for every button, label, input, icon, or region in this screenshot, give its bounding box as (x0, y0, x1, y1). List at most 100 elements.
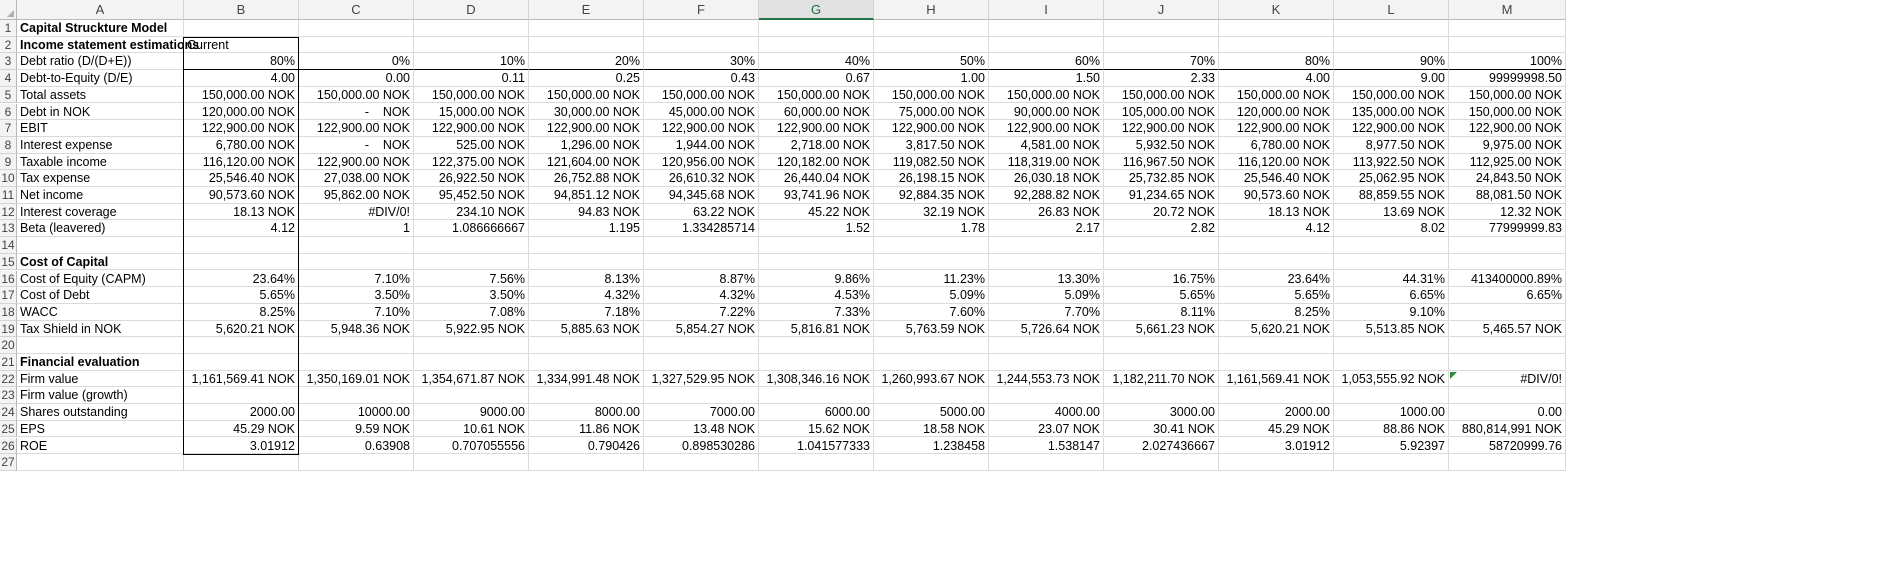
cell-k11[interactable]: 90,573.60 NOK (1219, 187, 1334, 204)
cell-f13[interactable]: 1.334285714 (644, 220, 759, 238)
cell-i3[interactable]: 60% (989, 53, 1104, 71)
cell-h27[interactable] (874, 454, 989, 471)
cell-h9[interactable]: 119,082.50 NOK (874, 153, 989, 171)
cell-j25[interactable]: 30.41 NOK (1104, 420, 1219, 438)
row-header-3[interactable]: 3 (0, 53, 17, 71)
cell-m9[interactable]: 112,925.00 NOK (1449, 153, 1566, 171)
cell-d14[interactable] (414, 237, 529, 254)
cell-a15[interactable]: Cost of Capital (17, 253, 184, 271)
cell-j12[interactable]: 20.72 NOK (1104, 203, 1219, 221)
column-header-m[interactable]: M (1449, 0, 1566, 20)
cell-a20[interactable] (17, 337, 184, 354)
cell-m24[interactable]: 0.00 (1449, 404, 1566, 421)
cell-e26[interactable]: 0.790426 (529, 437, 644, 455)
cell-m3[interactable]: 100% (1449, 53, 1566, 71)
row-header-22[interactable]: 22 (0, 370, 17, 388)
cell-d17[interactable]: 3.50% (414, 287, 529, 304)
cell-l1[interactable] (1334, 20, 1449, 37)
cell-m14[interactable] (1449, 237, 1566, 254)
cell-g7[interactable]: 122,900.00 NOK (759, 120, 874, 137)
cell-a25[interactable]: EPS (17, 420, 184, 438)
cell-f9[interactable]: 120,956.00 NOK (644, 153, 759, 171)
cell-b12[interactable]: 18.13 NOK (184, 203, 299, 221)
cell-g27[interactable] (759, 454, 874, 471)
cell-c1[interactable] (299, 20, 414, 37)
column-header-h[interactable]: H (874, 0, 989, 20)
cell-e16[interactable]: 8.13% (529, 270, 644, 288)
cell-l18[interactable]: 9.10% (1334, 303, 1449, 321)
cell-g17[interactable]: 4.53% (759, 287, 874, 304)
cell-j4[interactable]: 2.33 (1104, 70, 1219, 87)
cell-m16[interactable]: 413400000.89% (1449, 270, 1566, 288)
cell-c11[interactable]: 95,862.00 NOK (299, 187, 414, 204)
cell-j6[interactable]: 105,000.00 NOK (1104, 103, 1219, 121)
cell-m7[interactable]: 122,900.00 NOK (1449, 120, 1566, 137)
cell-c7[interactable]: 122,900.00 NOK (299, 120, 414, 137)
cell-l6[interactable]: 135,000.00 NOK (1334, 103, 1449, 121)
cell-i27[interactable] (989, 454, 1104, 471)
cell-f18[interactable]: 7.22% (644, 303, 759, 321)
cell-g1[interactable] (759, 20, 874, 37)
cell-l11[interactable]: 88,859.55 NOK (1334, 187, 1449, 204)
cell-k19[interactable]: 5,620.21 NOK (1219, 320, 1334, 338)
cell-c3[interactable]: 0% (299, 53, 414, 71)
cell-k18[interactable]: 8.25% (1219, 303, 1334, 321)
cell-i4[interactable]: 1.50 (989, 70, 1104, 87)
cell-l25[interactable]: 88.86 NOK (1334, 420, 1449, 438)
cell-b1[interactable] (184, 20, 299, 37)
cell-h18[interactable]: 7.60% (874, 303, 989, 321)
cell-b26[interactable]: 3.01912 (184, 437, 299, 455)
cell-a13[interactable]: Beta (leavered) (17, 220, 184, 238)
cell-g26[interactable]: 1.041577333 (759, 437, 874, 455)
cell-d23[interactable] (414, 387, 529, 405)
cell-i21[interactable] (989, 354, 1104, 371)
row-header-9[interactable]: 9 (0, 153, 17, 171)
cell-j1[interactable] (1104, 20, 1219, 37)
cell-j5[interactable]: 150,000.00 NOK (1104, 86, 1219, 104)
column-header-e[interactable]: E (529, 0, 644, 20)
cell-i6[interactable]: 90,000.00 NOK (989, 103, 1104, 121)
cell-j2[interactable] (1104, 36, 1219, 54)
cell-e5[interactable]: 150,000.00 NOK (529, 86, 644, 104)
cell-f11[interactable]: 94,345.68 NOK (644, 187, 759, 204)
cell-i2[interactable] (989, 36, 1104, 54)
cell-a2[interactable]: Income statement estimations (17, 36, 199, 54)
cell-i23[interactable] (989, 387, 1104, 405)
cell-f27[interactable] (644, 454, 759, 471)
cell-d27[interactable] (414, 454, 529, 471)
column-header-c[interactable]: C (299, 0, 414, 20)
cell-b16[interactable]: 23.64% (184, 270, 299, 288)
cell-j19[interactable]: 5,661.23 NOK (1104, 320, 1219, 338)
cell-m20[interactable] (1449, 337, 1566, 354)
cell-f12[interactable]: 63.22 NOK (644, 203, 759, 221)
cell-i25[interactable]: 23.07 NOK (989, 420, 1104, 438)
cell-h6[interactable]: 75,000.00 NOK (874, 103, 989, 121)
cell-f3[interactable]: 30% (644, 53, 759, 71)
cell-i8[interactable]: 4,581.00 NOK (989, 136, 1104, 154)
cell-e4[interactable]: 0.25 (529, 70, 644, 87)
cell-h19[interactable]: 5,763.59 NOK (874, 320, 989, 338)
cell-l14[interactable] (1334, 237, 1449, 254)
cell-f22[interactable]: 1,327,529.95 NOK (644, 370, 759, 388)
cell-l21[interactable] (1334, 354, 1449, 371)
cell-f2[interactable] (644, 36, 759, 54)
cell-e23[interactable] (529, 387, 644, 405)
cell-k20[interactable] (1219, 337, 1334, 354)
cell-m8[interactable]: 9,975.00 NOK (1449, 136, 1566, 154)
cell-i19[interactable]: 5,726.64 NOK (989, 320, 1104, 338)
column-header-k[interactable]: K (1219, 0, 1334, 20)
cell-a11[interactable]: Net income (17, 187, 184, 204)
cell-b5[interactable]: 150,000.00 NOK (184, 86, 299, 104)
cell-m25[interactable]: 880,814,991 NOK (1449, 420, 1566, 438)
cell-j23[interactable] (1104, 387, 1219, 405)
cell-m15[interactable] (1449, 253, 1566, 271)
cell-d12[interactable]: 234.10 NOK (414, 203, 529, 221)
cell-e18[interactable]: 7.18% (529, 303, 644, 321)
cell-m27[interactable] (1449, 454, 1566, 471)
column-header-j[interactable]: J (1104, 0, 1219, 20)
cell-l3[interactable]: 90% (1334, 53, 1449, 71)
cell-f4[interactable]: 0.43 (644, 70, 759, 87)
cell-g11[interactable]: 93,741.96 NOK (759, 187, 874, 204)
cell-j11[interactable]: 91,234.65 NOK (1104, 187, 1219, 204)
cell-k6[interactable]: 120,000.00 NOK (1219, 103, 1334, 121)
